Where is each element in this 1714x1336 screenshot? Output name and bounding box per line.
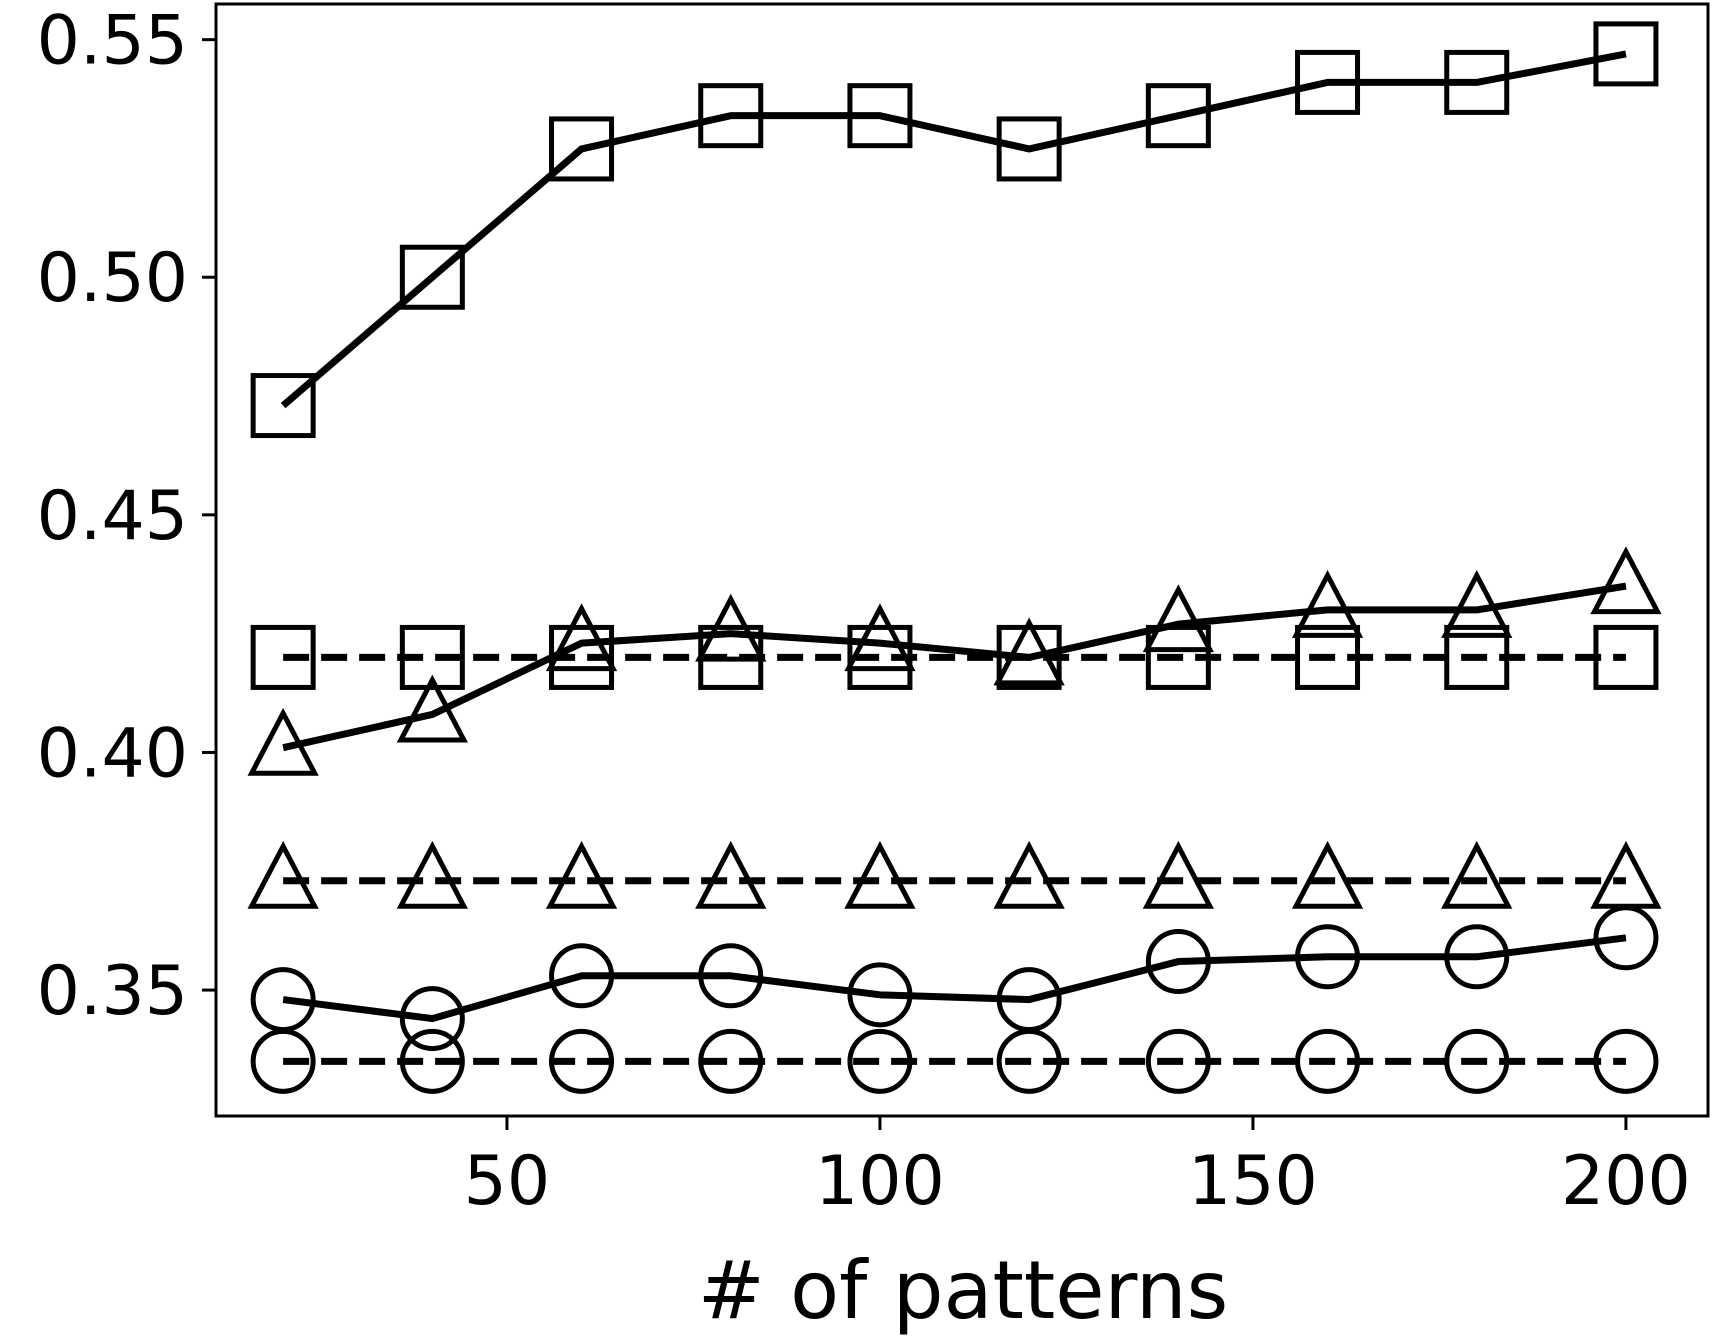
marker-triangle xyxy=(695,593,767,662)
series-line xyxy=(282,934,1627,1023)
series-0 xyxy=(250,21,1659,439)
marker-triangle xyxy=(993,840,1065,909)
y-tick-label: 0.45 xyxy=(37,477,188,556)
marker-triangle xyxy=(695,840,767,909)
marker-square xyxy=(399,244,465,310)
series-3 xyxy=(247,840,1662,909)
marker-triangle xyxy=(1441,840,1513,909)
series-line xyxy=(280,50,1627,409)
marker-square xyxy=(996,116,1062,182)
series-layer xyxy=(247,21,1662,1094)
marker-square xyxy=(1593,21,1659,87)
marker-square xyxy=(250,624,316,690)
marker-circle xyxy=(399,986,465,1052)
marker-triangle xyxy=(396,840,468,909)
marker-triangle xyxy=(844,840,916,909)
y-tick-label: 0.55 xyxy=(37,2,188,81)
plot-area xyxy=(216,4,1708,1116)
series-line xyxy=(282,582,1627,752)
y-tick-label: 0.40 xyxy=(37,714,188,793)
series-4 xyxy=(250,905,1659,1052)
plot-frame xyxy=(214,2,1710,1118)
y-tick-label: 0.35 xyxy=(37,952,188,1031)
x-tick-label: 150 xyxy=(1188,1142,1318,1221)
axes-layer: 50 100 150 200 0.35 0.40 0.45 0.50 0.55 xyxy=(37,2,1710,1221)
marker-triangle xyxy=(1291,570,1364,638)
x-tick-label: 200 xyxy=(1561,1142,1691,1221)
series-5 xyxy=(250,1028,1659,1094)
marker-triangle xyxy=(1142,840,1214,909)
marker-circle xyxy=(1593,905,1659,971)
x-tick-label: 100 xyxy=(815,1142,945,1221)
y-tick-label: 0.50 xyxy=(37,239,188,318)
x-tick-label: 50 xyxy=(464,1142,551,1221)
marker-triangle xyxy=(1590,546,1662,615)
plot-background xyxy=(216,4,1708,1116)
marker-circle xyxy=(250,1028,316,1094)
marker-square xyxy=(1145,83,1211,149)
marker-triangle xyxy=(1291,840,1364,909)
series-2 xyxy=(247,546,1662,776)
marker-triangle xyxy=(247,840,319,909)
marker-triangle xyxy=(545,840,618,909)
x-axis-label: # of patterns xyxy=(698,1244,1229,1336)
marker-square xyxy=(549,116,615,182)
marker-square xyxy=(250,373,316,439)
